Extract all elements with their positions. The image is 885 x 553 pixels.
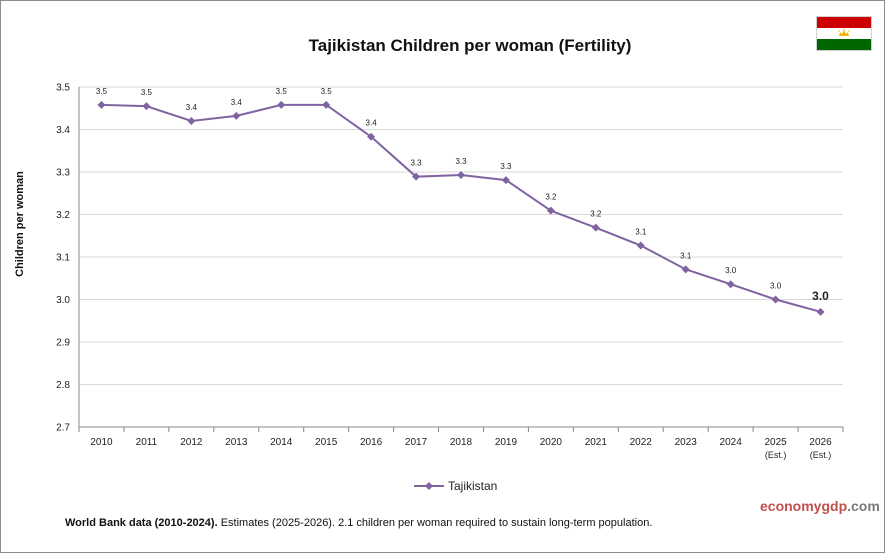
- data-point: [187, 117, 196, 125]
- data-label: 3.3: [410, 159, 422, 168]
- y-tick-label: 3.2: [56, 210, 70, 221]
- y-tick-label: 3.0: [56, 295, 70, 306]
- data-point: [232, 111, 241, 120]
- x-tick-label: 2012: [180, 437, 203, 448]
- footer-source: World Bank data (2010-2024).: [65, 517, 218, 529]
- x-tick-label: 2010: [90, 437, 113, 448]
- x-tick-label: 2011: [136, 437, 158, 448]
- y-tick-label: 2.8: [56, 380, 70, 391]
- x-tick-label: 2015: [315, 437, 338, 448]
- data-label: 3.2: [590, 210, 602, 219]
- x-tick-label: 2016: [360, 437, 383, 448]
- chart-title: Tajikistan Children per woman (Fertility…: [308, 36, 632, 55]
- brand-link[interactable]: economygdp.com: [760, 498, 880, 514]
- data-point: [367, 132, 376, 141]
- data-point: [501, 176, 510, 185]
- data-point: [142, 102, 151, 111]
- y-tick-label: 2.7: [56, 423, 70, 434]
- brand-part-economy: economy: [760, 498, 822, 514]
- x-tick-label: 2019: [495, 437, 518, 448]
- crown-emblem-icon: [838, 29, 850, 37]
- data-label: 3.5: [321, 87, 333, 96]
- data-label: 3.0: [812, 289, 829, 303]
- data-label: 3.5: [141, 88, 153, 97]
- y-tick-label: 3.1: [56, 253, 70, 264]
- x-tick-label: 2023: [675, 437, 698, 448]
- x-tick-label: 2018: [450, 437, 473, 448]
- series-line-tajikistan: [101, 103, 821, 313]
- x-tick-label: 2025: [764, 437, 787, 448]
- data-label: 3.4: [366, 119, 378, 128]
- y-tick-label: 3.3: [56, 168, 70, 179]
- legend-marker-icon: [414, 482, 444, 490]
- y-tick-label: 3.5: [56, 83, 70, 94]
- x-tick-sublabel: (Est.): [810, 450, 832, 460]
- data-label: 3.3: [500, 162, 512, 171]
- data-point: [591, 223, 600, 232]
- x-tick-label: 2020: [540, 437, 563, 448]
- x-tick-sublabel: (Est.): [765, 450, 787, 460]
- tajikistan-flag-icon: [816, 16, 872, 51]
- footer-note: World Bank data (2010-2024). Estimates (…: [65, 517, 652, 529]
- data-label: 3.5: [276, 87, 288, 96]
- x-tick-label: 2013: [225, 437, 248, 448]
- y-tick-label: 2.9: [56, 338, 70, 349]
- data-label: 3.4: [231, 98, 243, 107]
- brand-part-gdp: gdp: [821, 498, 848, 514]
- x-tick-label: 2022: [630, 437, 653, 448]
- x-tick-label: 2021: [585, 437, 608, 448]
- legend: Tajikistan: [414, 478, 497, 494]
- data-label: 3.0: [725, 266, 737, 275]
- data-label: 3.1: [680, 251, 692, 260]
- data-point: [726, 280, 735, 289]
- x-tick-label: 2026: [809, 437, 832, 448]
- data-point: [412, 172, 421, 181]
- legend-label-tajikistan: Tajikistan: [448, 479, 498, 493]
- y-tick-label: 3.4: [56, 125, 70, 136]
- data-point: [816, 307, 825, 316]
- data-point: [97, 100, 106, 109]
- data-label: 3.1: [635, 228, 647, 237]
- data-point: [681, 265, 690, 274]
- data-label: 3.2: [545, 193, 557, 202]
- footer-text: Estimates (2025-2026). 2.1 children per …: [217, 517, 653, 529]
- x-tick-label: 2017: [405, 437, 428, 448]
- data-point: [457, 170, 465, 179]
- data-label: 3.3: [455, 157, 467, 166]
- brand-part-tld: .com: [847, 498, 880, 514]
- data-point: [546, 206, 555, 215]
- data-point: [277, 100, 286, 109]
- data-point: [771, 295, 780, 304]
- data-point: [636, 241, 645, 250]
- data-point: [322, 100, 331, 109]
- data-label: 3.4: [186, 103, 198, 112]
- x-tick-label: 2014: [270, 437, 293, 448]
- data-label: 3.0: [770, 282, 782, 291]
- data-label: 3.5: [96, 87, 108, 96]
- x-tick-label: 2024: [720, 437, 743, 448]
